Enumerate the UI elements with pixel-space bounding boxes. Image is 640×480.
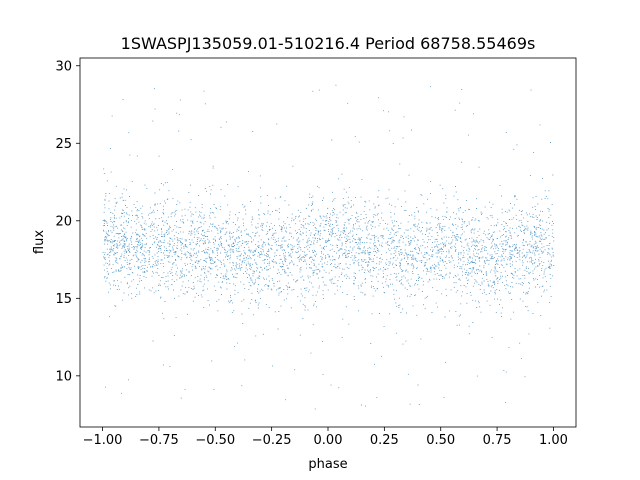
x-tick-label: 0.25: [370, 433, 399, 448]
x-tick-label: 0.00: [314, 433, 343, 448]
x-tick-label: −0.50: [195, 433, 235, 448]
x-tick-label: −1.00: [83, 433, 123, 448]
y-tick-label: 30: [55, 59, 72, 74]
x-tick-label: 0.75: [483, 433, 512, 448]
x-tick-label: −0.25: [252, 433, 292, 448]
x-axis: −1.00 −0.75 −0.50 −0.25 0.00 0.25 0.50 0.75 1.00: [83, 427, 568, 448]
y-axis: 10 15 20 25 30: [55, 59, 80, 384]
y-tick-label: 20: [55, 214, 72, 229]
x-tick-label: 0.50: [426, 433, 455, 448]
y-axis-label: flux: [32, 230, 47, 254]
x-tick-label: −0.75: [139, 433, 179, 448]
chart-title: 1SWASPJ135059.01-510216.4 Period 68758.5…: [121, 34, 536, 53]
y-tick-label: 25: [55, 137, 72, 152]
y-tick-label: 10: [55, 369, 72, 384]
x-tick-label: 1.00: [539, 433, 568, 448]
y-tick-label: 15: [55, 292, 72, 307]
scatter-series-points: [102, 84, 555, 410]
x-axis-label: phase: [308, 457, 347, 472]
data-points: [102, 84, 555, 410]
